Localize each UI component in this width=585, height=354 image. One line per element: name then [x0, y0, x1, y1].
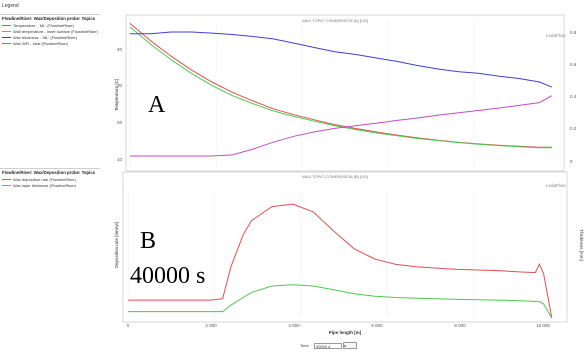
legend-swatch	[2, 25, 11, 26]
top-ytick: 20	[117, 120, 123, 125]
legend-item[interactable]: Wax layer thickness (FlowlineRiser)	[0, 182, 100, 188]
legend-item-label: Wax thickness - 'ML' (FlowlineRiser)	[13, 35, 77, 40]
legend-item-label: Wax deposition rate (FlowlineRiser)	[13, 177, 76, 182]
annotation-b: B	[140, 228, 156, 255]
legend-section-title: Flowline/Riser: Wax/Deposition probe: To…	[0, 169, 100, 176]
top-ytick-right: 0.6	[570, 62, 577, 67]
legend-section-top: Flowline/Riser: Wax/Deposition probe: To…	[0, 14, 100, 46]
bottom-ylabel: Deposition rate [mm/yr]	[114, 222, 119, 269]
legend-item-label: Wax WFI - total (FlowlineRiser)	[13, 41, 68, 46]
legend-panel: Legend Flowline/Riser: Wax/Deposition pr…	[0, 0, 102, 349]
legend-swatch	[2, 185, 11, 186]
legend-swatch	[2, 37, 11, 38]
bottom-xtick: 2 000	[205, 323, 217, 328]
bottom-chart-frame	[123, 172, 567, 322]
time-label: Time	[300, 343, 309, 348]
annotation-time: 40000 s	[130, 263, 205, 290]
bottom-xtick: 8 000	[454, 323, 466, 328]
legend-header: Legend	[2, 3, 19, 9]
top-ytick-right: 0.8	[570, 30, 577, 35]
legend-item[interactable]: Wax WFI - total (FlowlineRiser)	[0, 40, 100, 46]
top-ytick-right: 0	[570, 159, 573, 164]
annotation-a: A	[148, 92, 165, 119]
legend-item-label: Wax layer thickness (FlowlineRiser)	[13, 183, 76, 188]
top-ytick: 30	[117, 83, 123, 88]
bottom-xtick: 0	[127, 323, 130, 328]
top-ytick-right: 0.4	[570, 94, 577, 99]
legend-section-title: Flowline/Riser: Wax/Deposition probe: To…	[0, 15, 100, 22]
bottom-xlabel: Pipe length [m]	[329, 330, 362, 335]
bottom-xtick: 10 000	[536, 323, 550, 328]
top-chart-frame	[126, 15, 564, 171]
bottom-logo: LedaFlow	[546, 183, 566, 188]
legend-section-bottom: Flowline/Riser: Wax/Deposition probe: To…	[0, 168, 100, 188]
bottom-chart-title: WAX TOPIC COMPARISON (B) [US]	[302, 174, 368, 179]
legend-swatch	[2, 31, 11, 32]
top-ytick: 10	[117, 157, 123, 162]
plots-svg: WAX TOPIC COMPARISON (A) [US] WAX TOPIC …	[101, 0, 585, 349]
time-unit-value: s	[344, 343, 346, 348]
legend-swatch	[2, 179, 11, 180]
top-ytick: 40	[117, 47, 123, 52]
bottom-ylabel-right: Thickness [mm]	[579, 229, 584, 261]
bottom-xtick: 6 000	[371, 323, 383, 328]
legend-item-label: Temperature - 'ML' (FlowlineRiser)	[13, 23, 74, 28]
time-unit-select[interactable]: s	[343, 342, 357, 349]
top-chart-title: WAX TOPIC COMPARISON (A) [US]	[302, 18, 368, 23]
plot-area: WAX TOPIC COMPARISON (A) [US] WAX TOPIC …	[101, 0, 585, 349]
legend-item[interactable]: Wall temperature - inner surface (Flowli…	[0, 28, 100, 34]
top-logo: LedaFlow	[546, 33, 566, 38]
legend-item-label: Wall temperature - inner surface (Flowli…	[13, 29, 98, 34]
bottom-xtick: 4 000	[288, 323, 300, 328]
time-input[interactable]: 40000 s	[314, 343, 342, 349]
legend-swatch	[2, 43, 11, 44]
top-ytick-right: 0.2	[570, 126, 577, 131]
